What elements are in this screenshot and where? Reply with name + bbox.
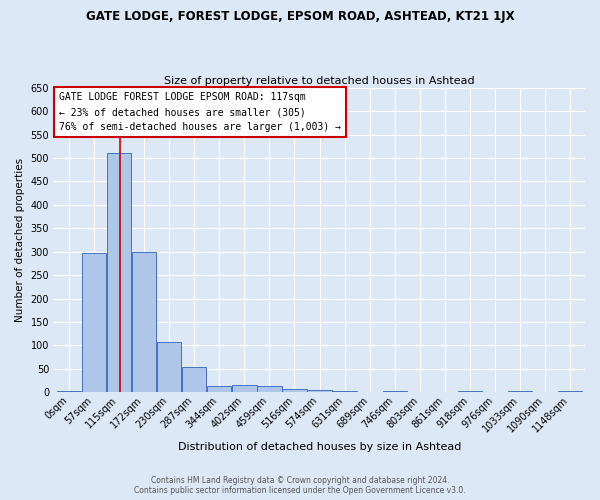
Bar — [207, 386, 232, 392]
Bar — [182, 368, 206, 392]
Bar — [107, 154, 131, 392]
Bar — [332, 391, 357, 392]
Bar — [283, 388, 307, 392]
Bar — [458, 391, 482, 392]
Bar — [157, 342, 181, 392]
Bar — [82, 252, 106, 392]
Text: GATE LODGE, FOREST LODGE, EPSOM ROAD, ASHTEAD, KT21 1JX: GATE LODGE, FOREST LODGE, EPSOM ROAD, AS… — [86, 10, 514, 23]
Bar — [57, 391, 81, 392]
X-axis label: Distribution of detached houses by size in Ashtead: Distribution of detached houses by size … — [178, 442, 461, 452]
Bar — [558, 391, 582, 392]
Title: Size of property relative to detached houses in Ashtead: Size of property relative to detached ho… — [164, 76, 475, 86]
Bar — [132, 252, 157, 392]
Bar — [383, 391, 407, 392]
Bar — [508, 391, 532, 392]
Bar — [307, 390, 332, 392]
Text: GATE LODGE FOREST LODGE EPSOM ROAD: 117sqm
← 23% of detached houses are smaller : GATE LODGE FOREST LODGE EPSOM ROAD: 117s… — [59, 92, 341, 132]
Text: Contains HM Land Registry data © Crown copyright and database right 2024.
Contai: Contains HM Land Registry data © Crown c… — [134, 476, 466, 495]
Y-axis label: Number of detached properties: Number of detached properties — [15, 158, 25, 322]
Bar — [232, 386, 257, 392]
Bar — [257, 386, 281, 392]
